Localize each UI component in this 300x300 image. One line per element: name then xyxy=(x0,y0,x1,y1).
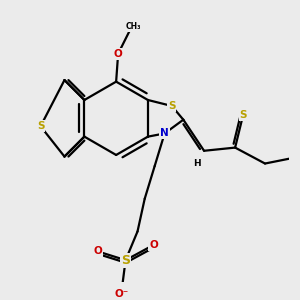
Text: S: S xyxy=(168,101,176,111)
Text: O: O xyxy=(93,246,102,256)
Text: S: S xyxy=(37,121,44,131)
Text: O: O xyxy=(114,49,122,59)
Text: CH₃: CH₃ xyxy=(125,22,141,31)
Text: O⁻: O⁻ xyxy=(115,290,129,299)
Text: O: O xyxy=(149,240,158,250)
Text: S: S xyxy=(239,110,247,120)
Text: S: S xyxy=(121,254,130,267)
Text: N: N xyxy=(160,128,169,139)
Text: H: H xyxy=(193,159,201,168)
